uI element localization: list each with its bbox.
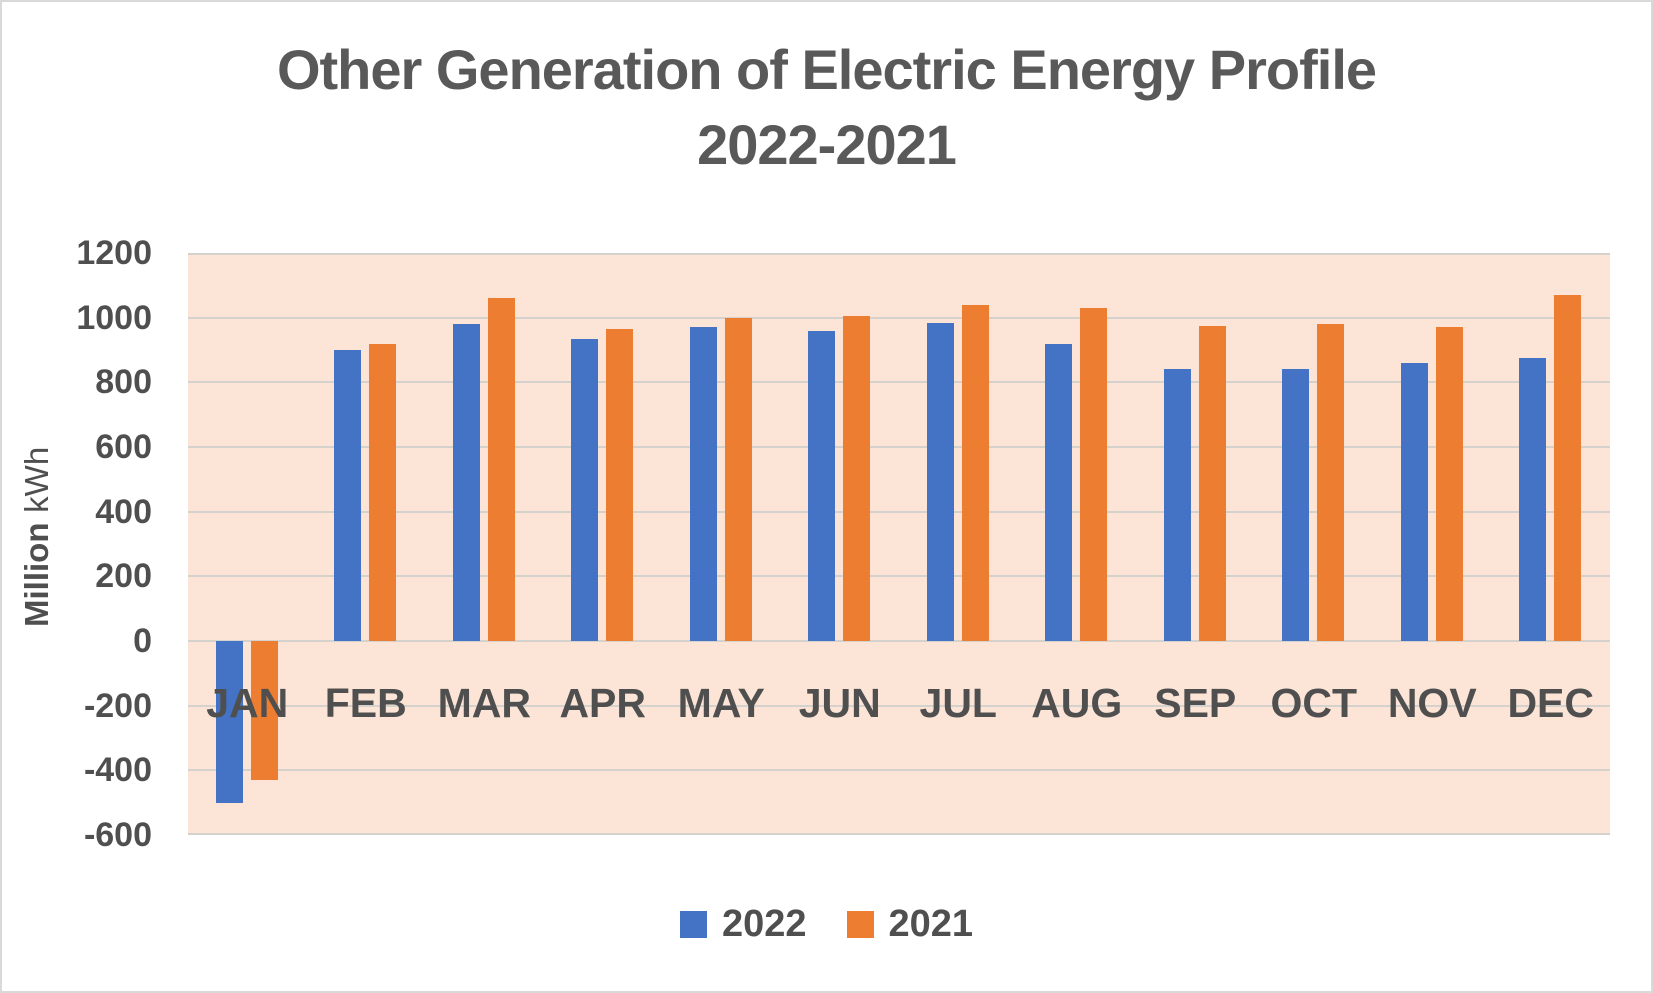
y-tick-label-1000: 1000 [76,298,152,337]
gridline-1000 [188,316,1610,319]
y-tick-label-800: 800 [95,363,152,402]
bar-2022-SEP [1163,369,1191,641]
gridline--200 [188,704,1610,707]
bar-2021-NOV [1435,327,1463,641]
bar-2022-JAN [215,641,243,803]
bar-2021-APR [606,328,634,641]
y-tick-label-200: 200 [95,557,152,596]
y-tick-label--600: -600 [83,816,152,854]
gridline-1200 [188,253,1610,255]
y-tick-label--200: -200 [83,686,152,725]
gridline-600 [188,446,1610,448]
bar-2021-FEB [369,343,397,641]
gridline-0 [188,640,1610,642]
y-tick-label-1200: 1200 [76,234,152,272]
x-category-label-JUN: JUN [798,680,881,726]
legend-label-2021: 2021 [888,903,974,945]
chart-title-line2: 2022-2021 [697,113,957,176]
legend-item-2021: 2021 [846,903,974,946]
plot-area: JAN FEB MAR APR MAY JUN JUL AUG SEP OCT NOV DEC [188,253,1610,835]
bar-2022-JUN [808,330,836,641]
x-category-label-MAR: MAR [437,680,531,726]
x-category-label-FEB: FEB [324,680,407,726]
bar-2021-JUN [843,316,871,641]
x-category-label-JAN: JAN [206,680,289,726]
y-tick-label--400: -400 [83,751,152,790]
bar-2022-NOV [1400,362,1428,641]
bar-2021-DEC [1554,295,1582,641]
gridline-200 [188,575,1610,578]
x-category-label-MAY: MAY [677,680,765,726]
bar-2021-AUG [1080,307,1108,641]
x-category-label-APR: APR [559,680,647,726]
bar-2022-AUG [1045,343,1073,641]
x-category-label-DEC: DEC [1507,680,1595,726]
bar-2021-JUL [961,304,989,641]
bar-2021-OCT [1317,324,1345,641]
bar-2021-MAY [724,317,752,641]
chart-title-line1: Other Generation of Electric Energy Prof… [276,38,1377,101]
legend-swatch-2022 [679,911,707,938]
x-category-label-NOV: NOV [1387,680,1477,726]
y-tick-label-0: 0 [133,622,152,660]
bar-2022-MAR [452,324,480,641]
bar-2022-APR [571,338,599,641]
bar-2021-MAR [487,298,515,641]
gridline-800 [188,381,1610,384]
y-tick-label-400: 400 [95,492,152,531]
legend-item-2022: 2022 [679,903,807,946]
bar-2022-JUL [926,322,954,641]
chart-title: Other Generation of Electric Energy Prof… [2,32,1651,182]
bar-2021-JAN [250,641,278,781]
bar-2021-SEP [1198,325,1226,641]
legend-swatch-2021 [846,911,874,938]
x-category-label-AUG: AUG [1031,680,1123,726]
x-category-label-SEP: SEP [1154,680,1237,726]
bar-2022-DEC [1519,358,1547,641]
bar-2022-OCT [1282,369,1310,641]
gridline-400 [188,510,1610,513]
y-tick-label-600: 600 [95,428,152,466]
gridline--400 [188,769,1610,772]
legend-label-2022: 2022 [721,903,807,945]
gridline--600 [188,833,1610,835]
x-category-label-JUL: JUL [919,680,997,726]
bar-2022-FEB [334,350,362,641]
legend: 2022 2021 [2,903,1651,946]
bar-2022-MAY [689,327,717,641]
x-category-label-OCT: OCT [1270,680,1358,726]
